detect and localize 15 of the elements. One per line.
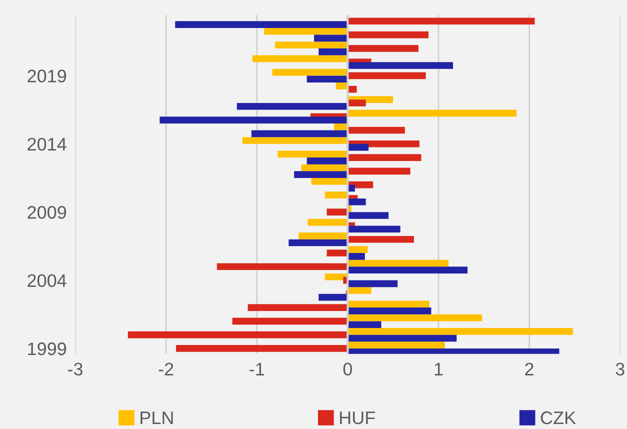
x-tick-label: -3 xyxy=(68,362,82,376)
y-tick-label: 2019 xyxy=(28,70,66,82)
legend-label: PLN xyxy=(140,412,173,424)
x-tick-label: 3 xyxy=(616,362,624,376)
legend-label: HUF xyxy=(340,412,375,424)
x-tick-label: 1 xyxy=(434,362,443,376)
x-tick-label: -2 xyxy=(158,362,174,376)
y-tick-label: 2009 xyxy=(28,206,66,219)
y-tick-label: 2004 xyxy=(28,274,66,287)
y-tick-label: 2014 xyxy=(28,138,66,151)
y-tick-label: 1999 xyxy=(28,342,66,356)
x-tick-label: 0 xyxy=(343,362,352,376)
x-tick-label: -1 xyxy=(250,362,264,376)
x-tick-label: 2 xyxy=(525,362,534,376)
legend-label: CZK xyxy=(540,411,576,424)
